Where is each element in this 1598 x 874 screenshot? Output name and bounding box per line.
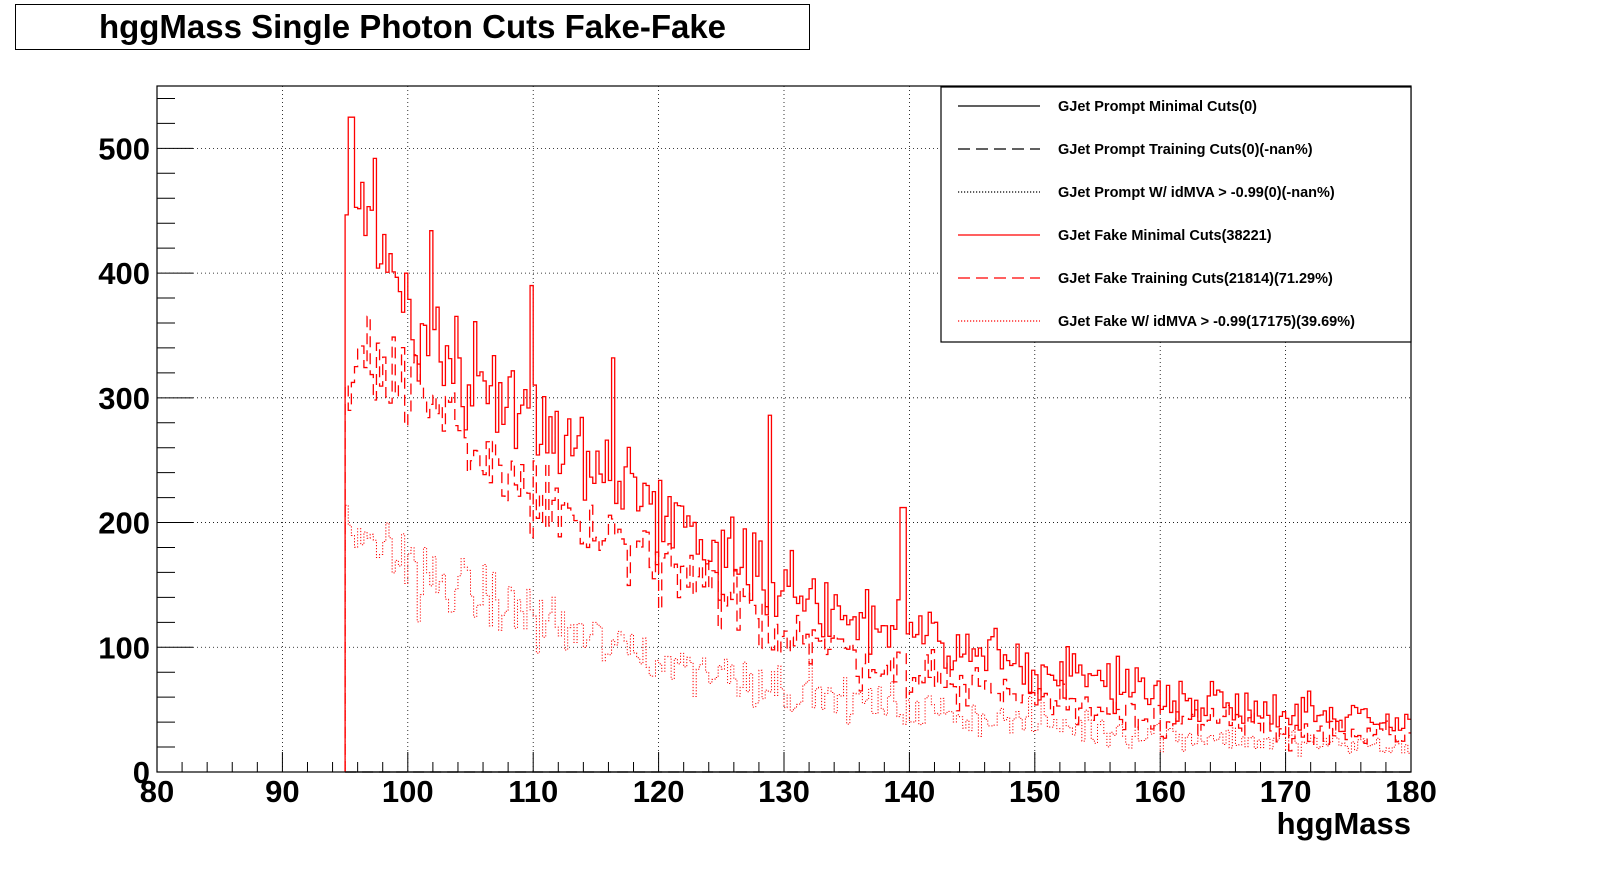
y-tick-label: 500 [98,131,150,166]
legend-label: GJet Prompt Training Cuts(0)(-nan%) [1058,142,1313,158]
y-tick-label: 400 [98,256,150,291]
legend-label: GJet Fake W/ idMVA > -0.99(17175)(39.69%… [1058,314,1355,330]
x-tick-label: 160 [1134,774,1186,809]
chart-title: hggMass Single Photon Cuts Fake-Fake [98,8,727,45]
chart-title-box: hggMass Single Photon Cuts Fake-Fake [15,4,810,50]
x-tick-label: 110 [508,774,558,809]
x-tick-label: 140 [884,774,936,809]
x-tick-label: 130 [758,774,810,809]
x-tick-label: 90 [265,774,299,809]
x-tick-label: 170 [1260,774,1312,809]
series-4-line [344,116,1411,772]
y-tick-label: 0 [133,755,150,790]
legend-label: GJet Fake Minimal Cuts(38221) [1058,228,1272,244]
legend-label: GJet Prompt Minimal Cuts(0) [1058,99,1257,115]
series-5-line [344,315,1411,772]
y-tick-label: 300 [98,381,150,416]
legend-box [940,86,1412,343]
x-tick-label: 150 [1009,774,1061,809]
series-6-line [344,504,1411,772]
y-tick-label: 100 [98,630,150,665]
legend-label: GJet Prompt W/ idMVA > -0.99(0)(-nan%) [1058,185,1335,201]
x-tick-label: 180 [1385,774,1437,809]
x-axis-title: hggMass [1277,806,1411,841]
axis-layer: 80 90 100 110 120 130 140 150 160 170 180 0 100 200 30… [98,97,1437,809]
x-tick-label: 80 [140,774,174,809]
x-tick-label: 100 [382,774,434,809]
legend: GJet Prompt Minimal Cuts(0) GJet Prompt T… [940,86,1412,343]
legend-label: GJet Fake Training Cuts(21814)(71.29%) [1058,271,1333,287]
x-tick-label: 120 [633,774,685,809]
y-tick-label: 200 [98,506,150,541]
